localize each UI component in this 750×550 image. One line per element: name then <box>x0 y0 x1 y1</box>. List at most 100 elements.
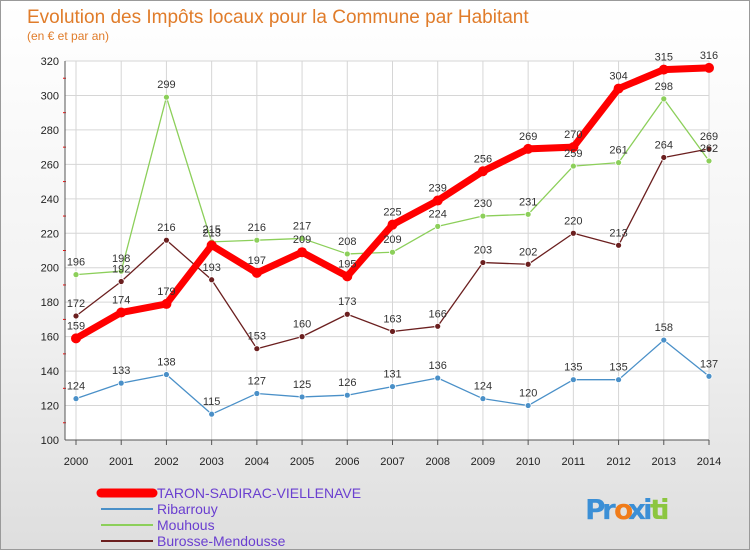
y-tick-label: 260 <box>41 159 59 171</box>
data-point <box>161 298 172 309</box>
data-label: 158 <box>655 322 673 334</box>
data-label: 174 <box>112 295 130 307</box>
data-label: 166 <box>429 308 447 320</box>
data-point <box>342 271 353 282</box>
data-label: 264 <box>655 139 673 151</box>
data-point <box>705 145 713 153</box>
data-label: 209 <box>383 234 401 246</box>
x-tick-label: 2014 <box>697 456 721 468</box>
data-label: 202 <box>519 246 537 258</box>
data-point <box>72 312 80 320</box>
data-label: 126 <box>338 377 356 389</box>
x-tick-label: 2013 <box>652 456 676 468</box>
data-point <box>523 143 534 154</box>
data-point <box>298 333 306 341</box>
data-label: 215 <box>202 224 220 236</box>
data-label: 225 <box>383 207 401 219</box>
x-tick-label: 2002 <box>154 456 178 468</box>
x-tick-label: 2010 <box>516 456 540 468</box>
data-point <box>434 222 442 230</box>
logo-letter: x <box>628 493 646 526</box>
y-tick-label: 240 <box>41 194 59 206</box>
data-label: 209 <box>293 234 311 246</box>
data-label: 133 <box>112 365 130 377</box>
data-point <box>163 371 170 378</box>
data-label: 159 <box>67 320 85 332</box>
data-label: 203 <box>474 245 492 257</box>
data-point <box>389 328 396 335</box>
x-tick-label: 2007 <box>380 456 404 468</box>
y-tick-label: 180 <box>41 297 59 309</box>
data-point <box>434 374 442 382</box>
data-label: 192 <box>112 264 130 276</box>
data-label: 197 <box>248 255 266 267</box>
data-point <box>615 159 622 167</box>
x-tick-label: 2003 <box>199 456 223 468</box>
y-tick-label: 200 <box>41 263 59 275</box>
data-point <box>387 219 398 230</box>
data-label: 213 <box>609 227 627 239</box>
data-point <box>117 379 125 387</box>
data-point <box>297 247 308 258</box>
data-label: 298 <box>655 81 673 93</box>
y-tick-label: 280 <box>41 125 59 137</box>
x-tick-label: 2004 <box>245 456 269 468</box>
data-point <box>251 267 262 278</box>
data-point <box>615 241 622 249</box>
data-label: 136 <box>429 360 447 372</box>
y-tick-label: 100 <box>41 435 59 447</box>
legend-label: TARON-SADIRAC-VIELLENAVE <box>157 485 361 501</box>
data-label: 261 <box>609 145 627 157</box>
grid-lines <box>65 60 710 441</box>
data-point <box>660 154 668 161</box>
data-point <box>206 240 217 251</box>
x-tick-label: 2006 <box>335 456 359 468</box>
data-label: 270 <box>564 129 582 141</box>
data-point <box>253 345 261 353</box>
data-point <box>389 383 396 390</box>
x-tick-label: 2008 <box>425 456 449 468</box>
logo-letter: t <box>650 493 663 526</box>
data-label: 179 <box>157 286 175 298</box>
data-label: 299 <box>157 79 175 91</box>
data-label: 315 <box>655 52 673 64</box>
data-point <box>434 322 442 330</box>
data-label: 173 <box>338 296 356 308</box>
y-tick-label: 300 <box>41 90 59 102</box>
data-point <box>116 307 127 318</box>
data-point <box>569 376 577 384</box>
data-label: 304 <box>609 71 627 83</box>
data-label: 256 <box>474 153 492 165</box>
data-point <box>479 212 487 220</box>
data-point <box>253 236 261 244</box>
data-point <box>660 336 668 344</box>
data-point <box>117 278 125 285</box>
data-point <box>163 236 170 244</box>
data-label: 259 <box>564 148 582 160</box>
data-label: 120 <box>519 388 537 400</box>
data-label: 216 <box>157 222 175 234</box>
x-tick-label: 2009 <box>471 456 495 468</box>
data-point <box>613 83 624 94</box>
data-point <box>117 267 125 275</box>
data-point <box>208 276 216 284</box>
data-label: 208 <box>338 236 356 248</box>
data-point <box>72 395 80 403</box>
data-label: 131 <box>383 369 401 381</box>
legend-label: Burosse-Mendousse <box>157 533 286 549</box>
data-label: 196 <box>67 257 85 269</box>
x-tick-label: 2005 <box>290 456 314 468</box>
x-tick-label: 2012 <box>606 456 630 468</box>
data-point <box>524 210 532 218</box>
data-point <box>479 259 487 266</box>
data-label: 262 <box>700 143 718 155</box>
data-point <box>343 310 351 318</box>
y-tick-label: 140 <box>41 366 59 378</box>
data-label: 138 <box>157 357 175 369</box>
data-label: 163 <box>383 313 401 325</box>
x-tick-label: 2011 <box>562 456 586 468</box>
data-point <box>477 166 488 177</box>
data-label: 153 <box>248 331 266 343</box>
